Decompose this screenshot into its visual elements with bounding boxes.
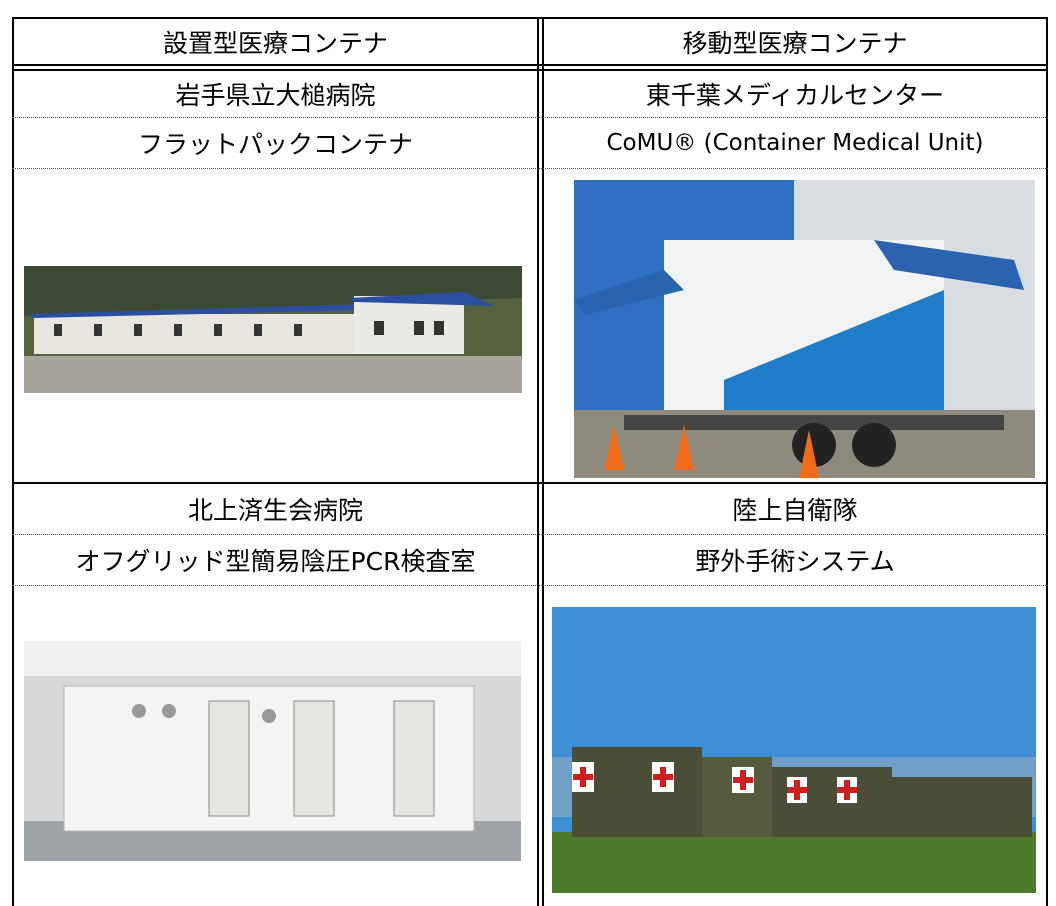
rule (537, 17, 539, 906)
rule (12, 17, 14, 906)
cell: 北上済生会病院 (187, 496, 363, 525)
rule (12, 69, 1048, 71)
photo (24, 641, 521, 861)
rule (1046, 17, 1048, 906)
rule (12, 64, 1048, 66)
rule (542, 17, 544, 906)
cell: 東千葉メディカルセンター (645, 81, 945, 110)
cell: 陸上自衛隊 (732, 496, 858, 525)
rule (12, 534, 1048, 535)
rule (12, 168, 1048, 169)
cell: 野外手術システム (695, 547, 895, 576)
rule (12, 117, 1048, 118)
rule (12, 585, 1048, 586)
rule (12, 482, 1048, 484)
cell: CoMU® (Container Medical Unit) (606, 130, 984, 156)
photo (574, 180, 1035, 478)
photo (24, 266, 522, 393)
header-cell: 移動型医療コンテナ (682, 28, 908, 58)
rule (12, 17, 1048, 19)
cell: フラットパックコンテナ (137, 130, 413, 159)
cell: オフグリッド型簡易陰圧PCR検査室 (75, 547, 476, 576)
cell: 岩手県立大槌病院 (175, 81, 376, 110)
photo (552, 607, 1036, 893)
header-cell: 設置型医療コンテナ (162, 28, 388, 58)
